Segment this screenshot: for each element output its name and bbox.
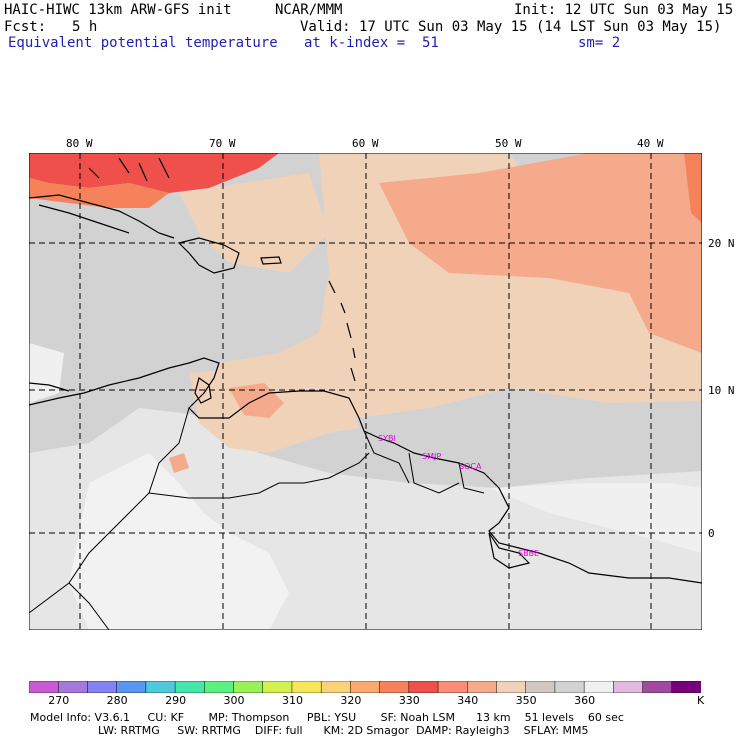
station-sbbe: SBBE bbox=[518, 549, 539, 558]
colorbar-swatch bbox=[116, 681, 147, 693]
white-region-east bbox=[489, 483, 702, 553]
lon-label-60w: 60 W bbox=[352, 137, 379, 150]
amazon-mouth bbox=[488, 532, 531, 569]
field-name: Equivalent potential temperature bbox=[8, 35, 278, 51]
lon-label-70w: 70 W bbox=[209, 137, 236, 150]
colorbar-tick-label: 280 bbox=[106, 694, 128, 707]
colorbar-swatch bbox=[496, 681, 527, 693]
panama-coast bbox=[29, 382, 70, 392]
french-guiana-border bbox=[458, 462, 485, 494]
colorbar-swatch bbox=[613, 681, 644, 693]
model-title: HAIC-HIWC 13km ARW-GFS init bbox=[4, 2, 232, 18]
forecast-hour: 5 h bbox=[72, 19, 98, 35]
salmon-dot-1 bbox=[169, 453, 189, 473]
colorbar-swatch bbox=[291, 681, 322, 693]
venezuela-brazil-border bbox=[148, 452, 370, 499]
graticule bbox=[29, 153, 702, 630]
theta-e-map: SYBI SMJP SOCA SBBE bbox=[29, 153, 702, 630]
smoothing-label: sm= 2 bbox=[578, 35, 621, 51]
colorbar-tick-label: 340 bbox=[457, 694, 479, 707]
colorbar-swatch bbox=[525, 681, 556, 693]
colorbar-unit: K bbox=[697, 694, 705, 707]
guyana-border bbox=[363, 430, 410, 484]
colorbar-tick-label: 330 bbox=[398, 694, 420, 707]
cuba-coast bbox=[29, 194, 175, 239]
colorbar-swatch bbox=[320, 681, 352, 693]
colombia-venezuela-border bbox=[29, 407, 190, 614]
org-label: NCAR/MMM bbox=[275, 2, 343, 18]
suriname-border bbox=[408, 452, 460, 494]
colorbar-swatch bbox=[408, 681, 439, 693]
lat-label-10n: 10 N bbox=[708, 384, 735, 397]
level-label: at k-index = 51 bbox=[304, 35, 439, 51]
colorbar-swatch bbox=[350, 681, 381, 693]
colorbar-swatch bbox=[57, 681, 89, 693]
colorbar-tick-label: 290 bbox=[165, 694, 187, 707]
country-borders bbox=[29, 407, 485, 630]
hispaniola-coast bbox=[177, 237, 240, 274]
forecast-label: Fcst: bbox=[4, 19, 47, 35]
brazil-interior-border bbox=[68, 582, 110, 630]
colorbar-swatch bbox=[583, 681, 615, 693]
colorbar-tick-label: 350 bbox=[515, 694, 537, 707]
puerto-rico-coast bbox=[260, 256, 282, 265]
colorbar-swatch bbox=[174, 681, 206, 693]
colorbar-tick-label: 320 bbox=[340, 694, 362, 707]
lon-label-80w: 80 W bbox=[66, 137, 93, 150]
station-smjp: SMJP bbox=[422, 452, 441, 461]
bahamas-islands bbox=[88, 157, 170, 182]
valid-time: Valid: 17 UTC Sun 03 May 15 (14 LST Sun … bbox=[300, 19, 722, 35]
colorbar-swatch bbox=[29, 681, 59, 693]
lesser-antilles bbox=[328, 280, 356, 382]
colorbar-tick-label: 270 bbox=[48, 694, 70, 707]
lat-label-20n: 20 N bbox=[708, 237, 735, 250]
colorbar bbox=[29, 681, 701, 693]
colorbar-swatch bbox=[642, 681, 673, 693]
south-america-north-coast bbox=[29, 357, 702, 584]
white-region-south bbox=[69, 453, 289, 630]
lat-label-0: 0 bbox=[708, 527, 715, 540]
colorbar-swatch bbox=[554, 681, 585, 693]
white-blotch bbox=[29, 343, 64, 403]
salmon-region-east bbox=[379, 153, 702, 353]
colorbar-tick-label: 310 bbox=[281, 694, 303, 707]
lon-label-50w: 50 W bbox=[495, 137, 522, 150]
model-info-line1: Model Info: V3.6.1 CU: KF MP: Thompson P… bbox=[30, 711, 624, 724]
colorbar-tick-label: 360 bbox=[574, 694, 596, 707]
orange-edge-east bbox=[684, 153, 702, 223]
colorbar-swatch bbox=[671, 681, 701, 693]
coastlines bbox=[29, 157, 702, 584]
colorbar-swatch bbox=[87, 681, 118, 693]
lon-label-40w: 40 W bbox=[637, 137, 664, 150]
colorbar-swatch bbox=[204, 681, 235, 693]
init-time: Init: 12 UTC Sun 03 May 15 bbox=[514, 2, 734, 18]
maracaibo-lake bbox=[194, 377, 212, 404]
colorbar-swatch bbox=[379, 681, 410, 693]
colorbar-swatch bbox=[467, 681, 498, 693]
colorbar-tick-label: 300 bbox=[223, 694, 245, 707]
station-soca: SOCA bbox=[459, 462, 482, 471]
orange-region-northwest bbox=[29, 178, 169, 208]
colorbar-swatch bbox=[145, 681, 176, 693]
tan-band bbox=[209, 153, 702, 428]
station-sybi: SYBI bbox=[378, 434, 396, 443]
colorbar-swatch bbox=[262, 681, 293, 693]
tan-band-upper bbox=[179, 173, 329, 273]
colorbar-swatch bbox=[437, 681, 469, 693]
colorbar-swatch bbox=[233, 681, 264, 693]
salmon-coast-patch bbox=[229, 383, 284, 418]
model-info-line2: LW: RRTMG SW: RRTMG DIFF: full KM: 2D Sm… bbox=[98, 724, 589, 737]
red-region-northwest bbox=[29, 153, 279, 193]
